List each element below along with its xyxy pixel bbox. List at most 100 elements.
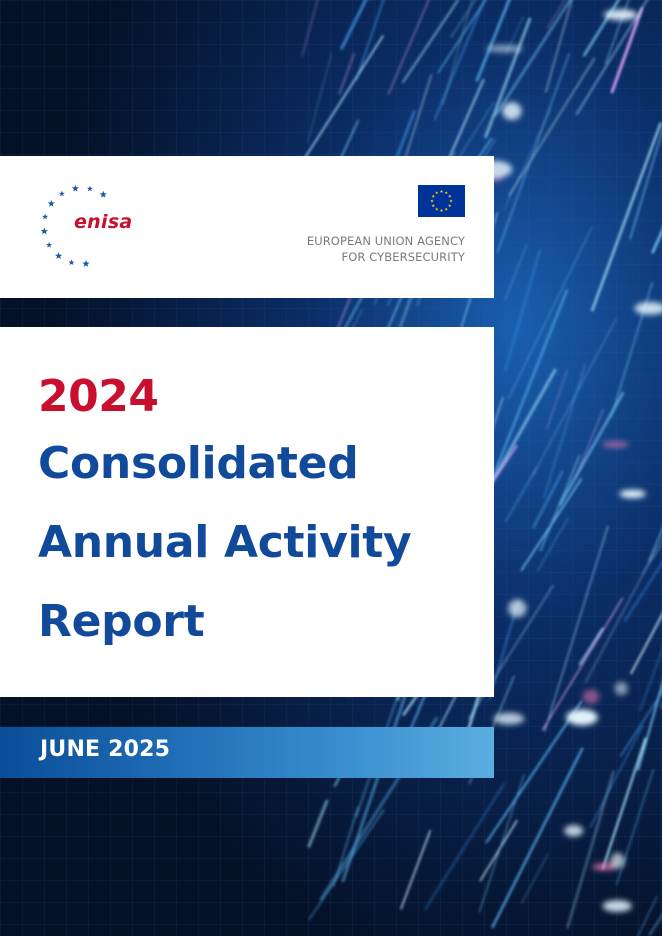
light-streak: [582, 0, 621, 57]
eu-flag-star: [444, 191, 448, 195]
report-title-line-1: Consolidated: [38, 438, 359, 489]
light-streak: [491, 747, 584, 929]
enisa-star: [46, 241, 53, 248]
light-streak: [400, 830, 431, 910]
light-streak: [521, 853, 549, 904]
enisa-star: [47, 199, 55, 207]
light-streak: [546, 369, 568, 430]
light-streak: [307, 799, 329, 848]
enisa-star: [82, 259, 90, 267]
light-streak: [485, 700, 583, 844]
light-streak: [488, 601, 520, 700]
enisa-star: [54, 252, 63, 260]
light-streak: [479, 819, 518, 882]
report-title-line-2: Annual Activity: [38, 517, 412, 568]
light-streak: [433, 0, 486, 121]
eu-flag-star: [430, 199, 434, 203]
eu-flag-star: [448, 194, 452, 198]
light-streak: [532, 470, 564, 529]
enisa-star: [40, 227, 48, 235]
light-streak: [629, 130, 662, 240]
light-streak: [537, 517, 569, 572]
publication-date: JUNE 2025: [40, 737, 171, 762]
light-streak: [584, 537, 662, 683]
light-streak: [424, 783, 505, 911]
light-flare: [486, 44, 524, 53]
light-flare: [610, 852, 625, 869]
light-flare: [493, 712, 525, 725]
light-flare: [508, 599, 527, 618]
enisa-star: [86, 185, 93, 192]
light-streak: [543, 363, 586, 498]
report-year: 2024: [38, 371, 159, 422]
light-streak: [307, 52, 333, 144]
light-streak: [575, 408, 604, 478]
eu-flag-star: [439, 189, 444, 193]
eu-flag-icon: [418, 185, 465, 217]
light-streak: [610, 6, 644, 94]
agency-name-line-2: FOR CYBERSECURITY: [341, 250, 465, 264]
light-streak: [332, 806, 359, 887]
light-streak: [479, 774, 525, 913]
light-streak: [492, 289, 569, 478]
light-streak: [545, 0, 573, 93]
light-streak: [591, 122, 662, 312]
light-streak: [300, 35, 384, 165]
light-streak: [620, 691, 662, 757]
eu-flag-star: [431, 194, 435, 198]
light-flare: [619, 489, 646, 499]
light-streak: [387, 0, 430, 95]
light-streak: [630, 613, 662, 675]
light-streak: [589, 725, 644, 828]
light-flare: [502, 102, 522, 120]
enisa-star: [99, 190, 107, 198]
light-streak: [648, 528, 662, 562]
title-panel: 2024 Consolidated Annual Activity Report: [0, 327, 494, 697]
light-streak: [558, 391, 625, 506]
enisa-star-arc-icon: [40, 184, 107, 267]
light-streak: [508, 57, 596, 196]
light-flare: [634, 302, 662, 315]
report-title-line-3: Report: [38, 596, 205, 647]
eu-flag-star: [449, 199, 453, 203]
light-streak: [541, 597, 624, 731]
light-streak: [442, 0, 473, 106]
light-streak: [601, 737, 647, 870]
light-streak: [505, 467, 538, 522]
light-streak: [639, 647, 662, 712]
light-streak: [637, 895, 658, 936]
light-streak: [641, 543, 662, 575]
eu-flag-star: [448, 204, 452, 208]
light-flare: [602, 440, 629, 448]
light-flare: [603, 9, 638, 21]
light-streak: [301, 0, 319, 57]
light-streak: [340, 0, 368, 50]
enisa-star: [71, 184, 80, 192]
light-streak: [623, 560, 662, 623]
light-streak: [546, 0, 566, 29]
light-streak: [308, 809, 385, 921]
light-streak: [338, 52, 356, 95]
light-flare: [564, 825, 584, 837]
eu-flag-star: [431, 204, 435, 208]
eu-flag-star: [435, 207, 439, 211]
light-streak: [507, 226, 593, 400]
light-streak: [605, 0, 630, 65]
enisa-logo-text: enisa: [74, 211, 133, 233]
light-streak: [355, 0, 385, 81]
light-streak: [341, 693, 407, 883]
enisa-star: [42, 213, 49, 220]
enisa-star: [68, 259, 75, 266]
light-streak: [503, 248, 542, 372]
light-flare: [592, 863, 618, 871]
light-flare: [614, 681, 628, 696]
date-band: JUNE 2025: [0, 727, 494, 778]
light-streak: [566, 770, 615, 929]
light-streak: [575, 0, 649, 116]
light-streak: [544, 525, 609, 732]
light-streak: [578, 627, 604, 666]
logo-panel: enisa EUROPEAN UNION AGENCY FOR CYBERSEC…: [0, 156, 494, 298]
light-streak: [648, 913, 662, 936]
light-flare: [582, 689, 600, 704]
eu-flag-star: [435, 191, 439, 195]
